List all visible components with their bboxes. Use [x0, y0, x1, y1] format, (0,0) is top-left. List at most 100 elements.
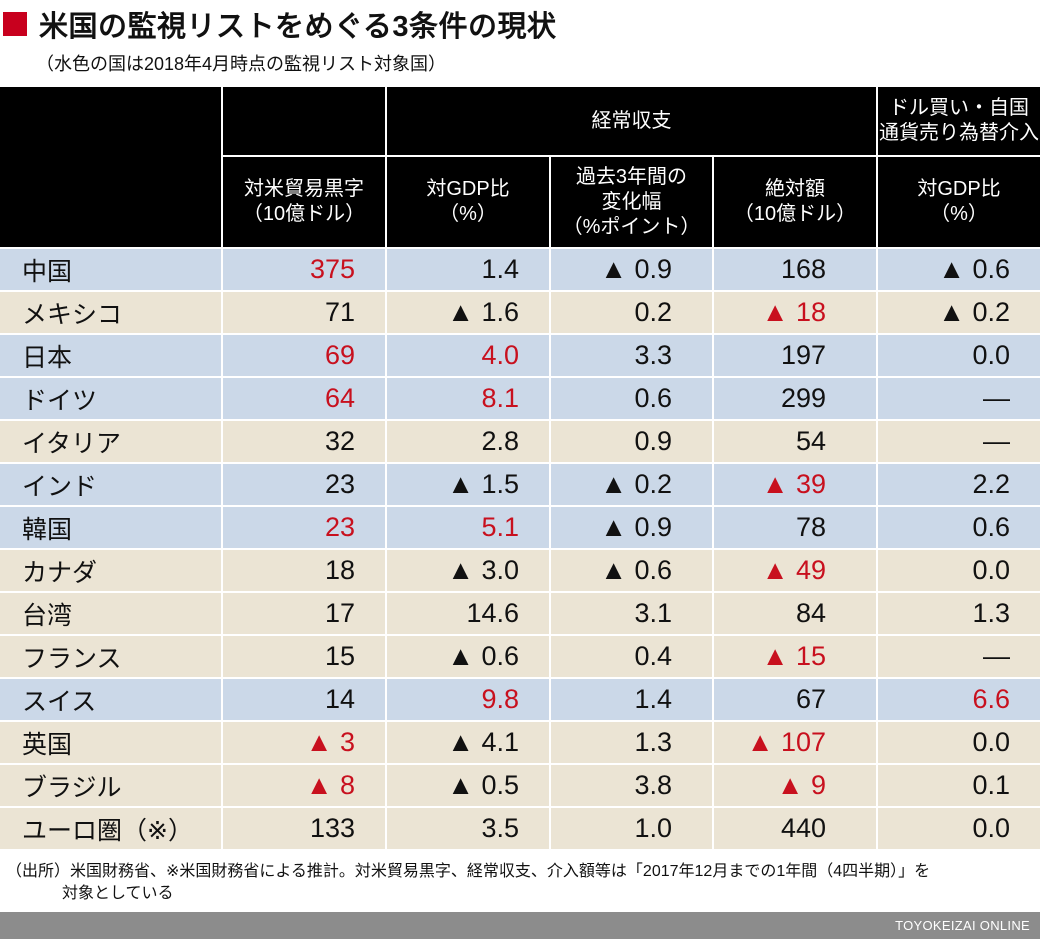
ca-absolute-cell: 440 — [711, 806, 879, 851]
fx-gdp-cell: ▲ 0.2 — [876, 290, 1040, 335]
table-row: ユーロ圏（※） 133 3.5 1.0 440 0.0 — [0, 806, 1040, 851]
fx-gdp-cell: 0.0 — [876, 548, 1040, 593]
country-cell: ブラジル — [0, 763, 223, 808]
table-row: カナダ 18 ▲ 3.0 ▲ 0.6 ▲ 49 0.0 — [0, 548, 1040, 593]
country-cell: 台湾 — [0, 591, 223, 636]
fx-gdp-cell: 0.6 — [876, 505, 1040, 550]
table-body: 中国 375 1.4 ▲ 0.9 168 ▲ 0.6 メキシコ 71 ▲ 1.6 0.2 ▲ 18 ▲… — [0, 247, 1040, 851]
table-row: フランス 15 ▲ 0.6 0.4 ▲ 15— — [0, 634, 1040, 679]
trade-surplus-cell: 71 — [221, 290, 387, 335]
header-ca-absolute: 絶対額 （10億ドル） — [711, 156, 879, 249]
ca-gdp-cell: ▲ 0.6 — [385, 634, 551, 679]
ca-change-cell: 1.3 — [549, 720, 714, 765]
trade-surplus-cell: ▲ 8 — [221, 763, 387, 808]
ca-change-cell: ▲ 0.9 — [549, 247, 714, 292]
ca-absolute-cell: ▲ 18 — [711, 290, 879, 335]
header-ca-change-label1: 過去3年間の — [575, 165, 688, 188]
footnote-line1: （出所）米国財務省、※米国財務省による推計。対米貿易黒字、経常収支、介入額等は「… — [6, 863, 931, 880]
ca-gdp-cell: 8.1 — [385, 376, 551, 421]
ca-absolute-cell: 299 — [711, 376, 879, 421]
ca-gdp-cell: 1.4 — [385, 247, 551, 292]
country-cell: 中国 — [0, 247, 223, 292]
header-trade-surplus-label: 対米貿易黒字 — [244, 178, 364, 200]
table-row: 中国 375 1.4 ▲ 0.9 168 ▲ 0.6 — [0, 247, 1040, 292]
table-row: スイス 14 9.8 1.4 67 6.6 — [0, 677, 1040, 722]
ca-gdp-cell: ▲ 0.5 — [385, 763, 551, 808]
trade-surplus-cell: 23 — [221, 462, 387, 507]
fx-gdp-cell: 1.3 — [876, 591, 1040, 636]
ca-gdp-cell: 9.8 — [385, 677, 551, 722]
country-cell: メキシコ — [0, 290, 223, 335]
ca-absolute-cell: 84 — [711, 591, 879, 636]
trade-surplus-cell: 133 — [221, 806, 387, 851]
header-ca-absolute-label: 絶対額 — [765, 178, 825, 200]
header-ca-absolute-unit: （10億ドル） — [733, 203, 857, 225]
page-title: 米国の監視リストをめぐる3条件の現状 — [39, 11, 557, 43]
ca-change-cell: ▲ 0.9 — [549, 505, 714, 550]
fx-gdp-cell: — — [876, 419, 1040, 464]
ca-change-cell: 0.6 — [549, 376, 714, 421]
ca-change-cell: ▲ 0.6 — [549, 548, 714, 593]
country-cell: 英国 — [0, 720, 223, 765]
table-row: ブラジル ▲ 8 ▲ 0.5 3.8 ▲ 9 0.1 — [0, 763, 1040, 808]
title-block: 米国の監視リストをめぐる3条件の現状 — [0, 4, 557, 44]
fx-gdp-cell: 6.6 — [876, 677, 1040, 722]
trade-surplus-cell: 375 — [221, 247, 387, 292]
ca-gdp-cell: 14.6 — [385, 591, 551, 636]
fx-gdp-cell: — — [876, 634, 1040, 679]
header-fx-gdp-unit: （%） — [930, 203, 988, 225]
ca-absolute-cell: 78 — [711, 505, 879, 550]
ca-gdp-cell: ▲ 3.0 — [385, 548, 551, 593]
ca-gdp-cell: 5.1 — [385, 505, 551, 550]
ca-absolute-cell: 54 — [711, 419, 879, 464]
country-cell: スイス — [0, 677, 223, 722]
ca-absolute-cell: ▲ 107 — [711, 720, 879, 765]
header-ca-change: 過去3年間の 変化幅 （%ポイント） — [549, 156, 714, 249]
header-trade-group-blank — [221, 87, 387, 157]
fx-gdp-cell: 0.0 — [876, 806, 1040, 851]
fx-gdp-cell: 0.0 — [876, 720, 1040, 765]
footnote: （出所）米国財務省、※米国財務省による推計。対米貿易黒字、経常収支、介入額等は「… — [6, 861, 1036, 905]
header-group-current-account: 経常収支 — [384, 87, 879, 157]
trade-surplus-cell: 14 — [221, 677, 387, 722]
brand-label: TOYOKEIZAI ONLINE — [895, 918, 1030, 933]
ca-change-cell: 3.8 — [549, 763, 714, 808]
ca-absolute-cell: ▲ 15 — [711, 634, 879, 679]
header-fx-gdp-label: 対GDP比 — [917, 178, 1001, 200]
header-ca-gdp: 対GDP比 （%） — [385, 156, 551, 249]
header-ca-gdp-label: 対GDP比 — [426, 178, 510, 200]
country-cell: ドイツ — [0, 376, 223, 421]
table-row: 韓国 23 5.1 ▲ 0.9 78 0.6 — [0, 505, 1040, 550]
fx-gdp-cell: 0.1 — [876, 763, 1040, 808]
country-cell: イタリア — [0, 419, 223, 464]
ca-gdp-cell: ▲ 4.1 — [385, 720, 551, 765]
ca-absolute-cell: ▲ 49 — [711, 548, 879, 593]
table-row: 日本 69 4.0 3.3 197 0.0 — [0, 333, 1040, 378]
ca-absolute-cell: 197 — [711, 333, 879, 378]
footer-bar: TOYOKEIZAI ONLINE — [0, 912, 1040, 939]
ca-gdp-cell: ▲ 1.5 — [385, 462, 551, 507]
table-row: メキシコ 71 ▲ 1.6 0.2 ▲ 18 ▲ 0.2 — [0, 290, 1040, 335]
header-intervention-line1: ドル買い・自国 — [889, 97, 1030, 119]
ca-absolute-cell: 67 — [711, 677, 879, 722]
ca-change-cell: 3.3 — [549, 333, 714, 378]
header-ca-change-label2: 変化幅 — [601, 190, 662, 213]
ca-absolute-cell: 168 — [711, 247, 879, 292]
header-ca-change-unit: （%ポイント） — [562, 215, 701, 238]
trade-surplus-cell: 64 — [221, 376, 387, 421]
title-marker-icon — [3, 12, 27, 36]
trade-surplus-cell: 17 — [221, 591, 387, 636]
country-cell: ユーロ圏（※） — [0, 806, 223, 851]
header-ca-gdp-unit: （%） — [439, 203, 497, 225]
fx-gdp-cell: 0.0 — [876, 333, 1040, 378]
country-cell: 日本 — [0, 333, 223, 378]
fx-gdp-cell: — — [876, 376, 1040, 421]
trade-surplus-cell: 32 — [221, 419, 387, 464]
ca-change-cell: ▲ 0.2 — [549, 462, 714, 507]
table-row: イタリア 32 2.8 0.9 54— — [0, 419, 1040, 464]
trade-surplus-cell: 15 — [221, 634, 387, 679]
ca-change-cell: 1.4 — [549, 677, 714, 722]
trade-surplus-cell: 23 — [221, 505, 387, 550]
header-fx-gdp: 対GDP比 （%） — [876, 156, 1040, 249]
table-row: インド 23 ▲ 1.5 ▲ 0.2 ▲ 39 2.2 — [0, 462, 1040, 507]
